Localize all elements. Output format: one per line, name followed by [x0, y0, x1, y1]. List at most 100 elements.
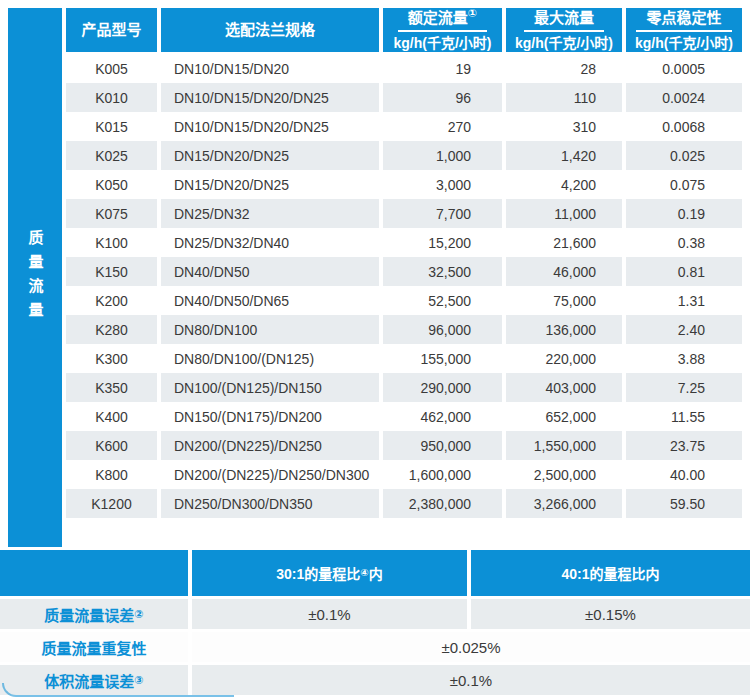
zero-stability-cell: 0.0024	[626, 83, 742, 112]
mass-flow-spec-table: 质量流量 产品型号 选配法兰规格 额定流量① kg/h(千克/小时) 最大流量 …	[8, 8, 742, 547]
rated-flow-cell: 96	[383, 83, 502, 112]
volume-flow-error-row: 体积流量误差③ ±0.1%	[0, 665, 750, 695]
flange-cell: DN10/DN15/DN20/DN25	[161, 112, 379, 141]
zero-stability-cell: 1.31	[626, 286, 742, 315]
col-header-max-flow-title: 最大流量	[524, 9, 604, 31]
rated-flow-cell: 2,380,000	[383, 489, 502, 518]
col-header-zero-stability-title: 零点稳定性	[636, 9, 731, 31]
max-flow-cell: 136,000	[506, 315, 622, 344]
max-flow-cell: 652,000	[506, 402, 622, 431]
model-cell: K600	[66, 431, 157, 460]
table-header-row: 产品型号 选配法兰规格 额定流量① kg/h(千克/小时) 最大流量 kg/h(…	[66, 8, 742, 52]
mass-flow-sidebar: 质量流量	[8, 8, 62, 547]
col-header-rated-flow-title: 额定流量①	[398, 9, 487, 31]
model-cell: K050	[66, 170, 157, 199]
mass-flow-error-row: 质量流量误差② ±0.1% ±0.15%	[0, 599, 750, 629]
accuracy-header-spacer	[0, 550, 188, 596]
rated-flow-cell: 3,000	[383, 170, 502, 199]
table-row: K800 DN200/(DN225)/DN250/DN300 1,600,000…	[66, 460, 742, 489]
rated-flow-cell: 950,000	[383, 431, 502, 460]
max-flow-cell: 1,550,000	[506, 431, 622, 460]
table-row: K025 DN15/DN20/DN25 1,000 1,420 0.025	[66, 141, 742, 170]
spec-table-main: 产品型号 选配法兰规格 额定流量① kg/h(千克/小时) 最大流量 kg/h(…	[66, 8, 742, 547]
model-cell: K010	[66, 83, 157, 112]
col-header-zero-stability: 零点稳定性 kg/h(千克/小时)	[626, 8, 742, 52]
repeatability-label: 质量流量重复性	[0, 632, 188, 662]
model-cell: K280	[66, 315, 157, 344]
repeatability-row: 质量流量重复性 ±0.025%	[0, 632, 750, 662]
zero-stability-cell: 40.00	[626, 460, 742, 489]
model-cell: K075	[66, 199, 157, 228]
model-cell: K200	[66, 286, 157, 315]
rated-flow-cell: 32,500	[383, 257, 502, 286]
model-cell: K400	[66, 402, 157, 431]
max-flow-cell: 28	[506, 54, 622, 83]
zero-stability-cell: 3.88	[626, 344, 742, 373]
max-flow-cell: 4,200	[506, 170, 622, 199]
footnote-1-mark: ①	[468, 7, 477, 19]
rated-flow-cell: 96,000	[383, 315, 502, 344]
model-cell: K100	[66, 228, 157, 257]
flange-cell: DN80/DN100/(DN125)	[161, 344, 379, 373]
flange-cell: DN150/(DN175)/DN200	[161, 402, 379, 431]
zero-stability-cell: 0.075	[626, 170, 742, 199]
flange-cell: DN40/DN50	[161, 257, 379, 286]
zero-stability-cell: 0.81	[626, 257, 742, 286]
zero-stability-cell: 2.40	[626, 315, 742, 344]
model-cell: K150	[66, 257, 157, 286]
col-header-product-label: 产品型号	[81, 21, 141, 38]
table-row: K050 DN15/DN20/DN25 3,000 4,200 0.075	[66, 170, 742, 199]
col-header-flange-label: 选配法兰规格	[225, 21, 315, 38]
model-cell: K350	[66, 373, 157, 402]
table-row: K350 DN100/(DN125)/DN150 290,000 403,000…	[66, 373, 742, 402]
max-flow-cell: 2,500,000	[506, 460, 622, 489]
flange-cell: DN250/DN300/DN350	[161, 489, 379, 518]
max-flow-cell: 11,000	[506, 199, 622, 228]
flange-cell: DN100/(DN125)/DN150	[161, 373, 379, 402]
zero-stability-cell: 7.25	[626, 373, 742, 402]
flange-cell: DN25/DN32/DN40	[161, 228, 379, 257]
max-flow-cell: 46,000	[506, 257, 622, 286]
max-flow-cell: 3,266,000	[506, 489, 622, 518]
col-header-rated-flow-unit: kg/h(千克/小时)	[394, 35, 492, 51]
model-cell: K015	[66, 112, 157, 141]
rated-flow-cell: 7,700	[383, 199, 502, 228]
table-row: K015 DN10/DN15/DN20/DN25 270 310 0.0068	[66, 112, 742, 141]
col-header-zero-stability-unit: kg/h(千克/小时)	[635, 35, 733, 51]
model-cell: K1200	[66, 489, 157, 518]
rated-flow-cell: 1,600,000	[383, 460, 502, 489]
flange-cell: DN10/DN15/DN20	[161, 54, 379, 83]
rated-flow-cell: 1,000	[383, 141, 502, 170]
mass-flow-error-40: ±0.15%	[471, 599, 750, 629]
volume-flow-error-value: ±0.1%	[192, 665, 750, 695]
col-header-max-flow: 最大流量 kg/h(千克/小时)	[506, 8, 622, 52]
zero-stability-cell: 23.75	[626, 431, 742, 460]
model-cell: K025	[66, 141, 157, 170]
col-header-product: 产品型号	[66, 8, 157, 52]
flange-cell: DN15/DN20/DN25	[161, 170, 379, 199]
model-cell: K300	[66, 344, 157, 373]
rated-flow-cell: 290,000	[383, 373, 502, 402]
model-cell: K005	[66, 54, 157, 83]
max-flow-cell: 310	[506, 112, 622, 141]
max-flow-cell: 1,420	[506, 141, 622, 170]
max-flow-cell: 110	[506, 83, 622, 112]
sidebar-label: 质量流量	[25, 230, 46, 326]
rated-flow-cell: 270	[383, 112, 502, 141]
table-body: K005 DN10/DN15/DN20 19 28 0.0005 K010 DN…	[66, 54, 742, 518]
flange-cell: DN200/(DN225)/DN250/DN300	[161, 460, 379, 489]
table-row: K150 DN40/DN50 32,500 46,000 0.81	[66, 257, 742, 286]
rated-flow-cell: 462,000	[383, 402, 502, 431]
flange-cell: DN80/DN100	[161, 315, 379, 344]
page: 质量流量 产品型号 选配法兰规格 额定流量① kg/h(千克/小时) 最大流量 …	[0, 0, 750, 699]
flange-cell: DN200/(DN225)/DN250	[161, 431, 379, 460]
zero-stability-cell: 59.50	[626, 489, 742, 518]
accuracy-section: 30:1的量程比④内 40:1的量程比内 质量流量误差② ±0.1% ±0.15…	[0, 550, 750, 698]
mass-flow-error-30: ±0.1%	[192, 599, 467, 629]
table-row: K280 DN80/DN100 96,000 136,000 2.40	[66, 315, 742, 344]
zero-stability-cell: 0.0068	[626, 112, 742, 141]
max-flow-cell: 403,000	[506, 373, 622, 402]
zero-stability-cell: 0.0005	[626, 54, 742, 83]
flange-cell: DN25/DN32	[161, 199, 379, 228]
zero-stability-cell: 0.19	[626, 199, 742, 228]
